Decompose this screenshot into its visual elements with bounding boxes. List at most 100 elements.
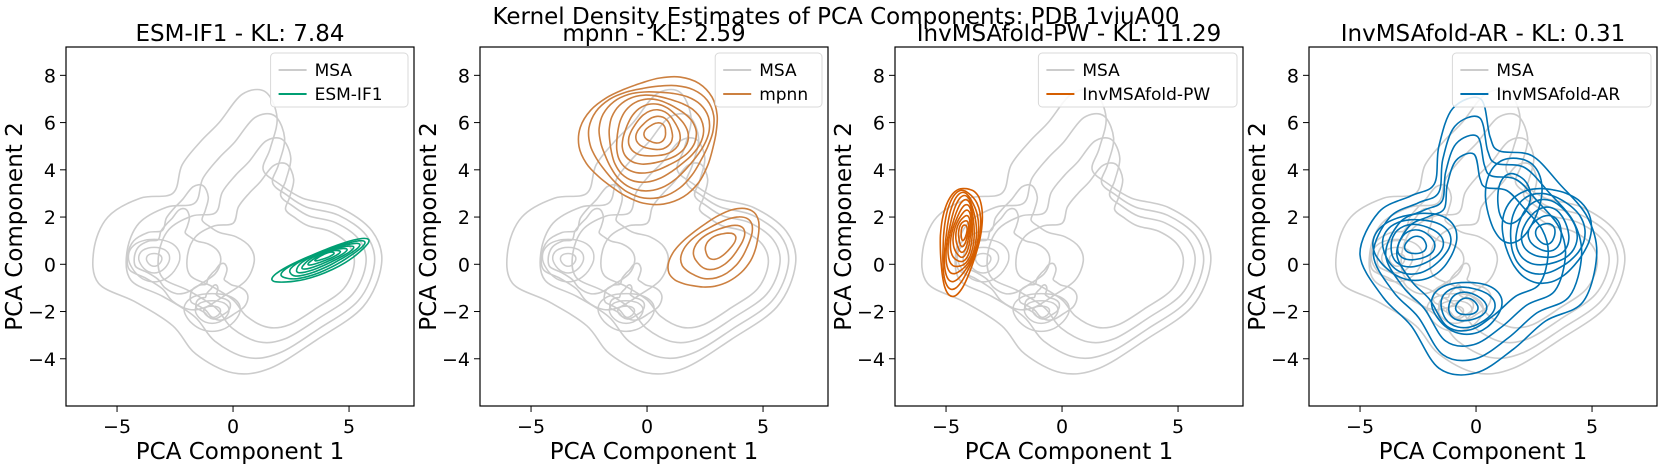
subplot-1: −5 0 5 −4 −2 0 2 4 6 8 ESM-IF1 - KL: 7.84 PCA Compo…	[2, 21, 415, 465]
model-contour-lobe	[1484, 157, 1543, 244]
y-tick-label: −4	[28, 349, 56, 371]
model-contour-level	[271, 237, 370, 283]
model-contour-level	[307, 249, 342, 266]
plot-area	[505, 75, 797, 375]
plot-area	[1334, 88, 1626, 376]
model-contour-level	[942, 189, 982, 291]
y-tick-label: 0	[1287, 254, 1299, 276]
x-tick-label: −5	[103, 416, 131, 438]
model-contour-level	[947, 198, 976, 268]
legend-label: MSA	[1082, 61, 1120, 81]
model-contour-level	[960, 224, 968, 242]
msa-contour-level	[540, 183, 670, 311]
msa-contour-level	[962, 207, 1051, 295]
y-tick-label: −4	[442, 349, 470, 371]
msa-contour-lobe	[974, 252, 992, 268]
x-tick-label: 0	[227, 416, 239, 438]
model-contour-lobe	[1381, 218, 1452, 275]
y-tick-label: 2	[873, 207, 885, 229]
y-tick-label: 8	[1287, 65, 1299, 87]
legend: MSA InvMSAfold-PW	[1037, 52, 1238, 108]
model-contour-lobe	[1440, 286, 1496, 329]
model-contour-lobe	[1396, 229, 1436, 261]
y-tick-label: −2	[442, 302, 470, 324]
x-axis-label: PCA Component 1	[136, 439, 344, 465]
x-tick-label: 5	[1172, 416, 1184, 438]
msa-contour-level	[547, 207, 636, 295]
model-contour-level	[1372, 115, 1583, 362]
msa-contour-lobe	[1031, 305, 1051, 319]
msa-contour-lobe	[202, 305, 222, 319]
msa-contour-lobe	[127, 238, 181, 283]
legend-label: InvMSAfold-PW	[1082, 85, 1210, 105]
legend-box	[1037, 52, 1238, 108]
model-contour-lobe	[1454, 297, 1479, 316]
msa-contour-level	[954, 112, 1205, 360]
msa-contour-level	[1376, 207, 1465, 295]
y-tick-label: 6	[873, 113, 885, 135]
model-contour-level	[679, 216, 754, 280]
y-tick-label: 0	[873, 254, 885, 276]
legend: MSA mpnn	[714, 52, 823, 108]
model-contour-lobe	[1509, 192, 1586, 275]
msa-contour-lobe	[1012, 292, 1070, 333]
x-axis-label: PCA Component 1	[1379, 439, 1587, 465]
x-axis-label: PCA Component 1	[965, 439, 1173, 465]
msa-contour-lobe	[194, 300, 230, 325]
msa-contour-level	[1334, 88, 1626, 375]
plot-area	[920, 88, 1212, 375]
msa-contour-level	[603, 262, 663, 322]
model-contour-level	[643, 122, 667, 144]
panel-title: ESM-IF1 - KL: 7.84	[135, 21, 344, 47]
msa-contour-lobe	[956, 238, 1010, 283]
msa-contour-level	[157, 137, 367, 344]
y-tick-label: −4	[857, 349, 885, 371]
model-contour-level	[280, 239, 366, 280]
y-tick-label: 2	[1287, 207, 1299, 229]
y-tick-label: 4	[458, 160, 470, 182]
msa-contour-lobe	[608, 300, 644, 325]
y-axis-label: PCA Component 2	[2, 122, 28, 330]
model-contour-level	[1395, 152, 1550, 332]
y-tick-label: 2	[44, 207, 56, 229]
axes-frame	[1308, 46, 1658, 407]
msa-contour-level	[599, 162, 770, 329]
y-axis-label: PCA Component 2	[416, 122, 442, 330]
msa-contour-level	[91, 88, 383, 375]
y-tick-label: 4	[873, 160, 885, 182]
model-contour-lobe	[1372, 212, 1458, 282]
legend-box	[1451, 52, 1652, 108]
x-tick-label: −5	[932, 416, 960, 438]
msa-contour-lobe	[597, 292, 655, 333]
model-contour-level	[945, 194, 978, 275]
subplot-2: −5 0 5 −4 −2 0 2 4 6 8 mpnn - KL: 2.59 PCA Componen…	[416, 21, 829, 465]
msa-contour-lobe	[616, 305, 636, 319]
msa-contour-lobe	[145, 252, 163, 268]
legend-label: ESM-IF1	[315, 85, 383, 105]
x-tick-label: −5	[1346, 416, 1374, 438]
x-tick-label: 0	[641, 416, 653, 438]
msa-contour-level	[1018, 262, 1078, 322]
y-axis-label: PCA Component 2	[1245, 122, 1271, 330]
y-axis-label: PCA Component 2	[831, 122, 857, 330]
y-tick-label: −4	[1271, 349, 1299, 371]
model-contour-lobe	[1403, 235, 1428, 255]
legend-label: MSA	[759, 61, 797, 81]
legend: MSA ESM-IF1	[270, 52, 409, 108]
model-contour-lobe	[1390, 223, 1445, 268]
model-contour-lobe	[1534, 222, 1556, 246]
model-contour-level	[635, 115, 674, 151]
msa-contour-level	[189, 262, 249, 322]
msa-contour-level	[986, 137, 1196, 344]
msa-contour-lobe	[1445, 305, 1465, 319]
msa-contour-level	[1432, 262, 1492, 322]
model-contour-level	[587, 84, 715, 200]
msa-contour-level	[126, 183, 256, 311]
y-tick-label: 2	[458, 207, 470, 229]
y-tick-label: −2	[1271, 302, 1299, 324]
y-tick-label: 0	[458, 254, 470, 276]
y-tick-label: 8	[458, 65, 470, 87]
x-tick-label: 0	[1470, 416, 1482, 438]
figure-suptitle: Kernel Density Estimates of PCA Componen…	[492, 4, 1179, 30]
model-contour-lobe	[1496, 172, 1532, 225]
